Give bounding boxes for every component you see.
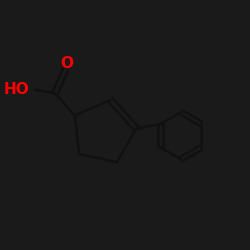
Text: HO: HO bbox=[3, 82, 29, 97]
Text: O: O bbox=[60, 56, 73, 71]
